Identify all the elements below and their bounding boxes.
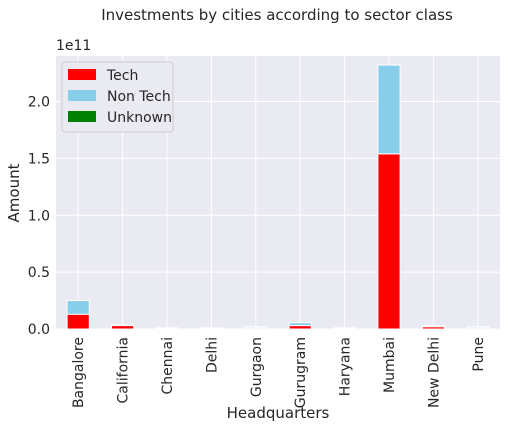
x-axis-label: Headquarters — [227, 404, 330, 422]
bar-segment — [245, 327, 267, 328]
x-ticks: Bangalore California Chennai Delhi Gurgaon Gu… — [71, 337, 487, 408]
legend-label: Tech — [106, 68, 138, 84]
legend-swatch — [68, 69, 96, 80]
bar-segment — [112, 326, 134, 329]
x-tick-label: Gurgaon — [249, 337, 265, 397]
bar-segment — [156, 328, 178, 329]
x-tick-label: New Delhi — [426, 337, 442, 408]
legend: Tech Non Tech Unknown — [62, 62, 173, 132]
x-tick-label: Gurugram — [293, 337, 309, 408]
y-tick-label: 1.0 — [28, 208, 50, 224]
x-tick-label: Pune — [471, 337, 487, 372]
bar-segment — [67, 314, 89, 329]
x-tick-label: Chennai — [160, 337, 176, 394]
y-ticks: 0.0 0.5 1.0 1.5 2.0 — [28, 95, 50, 339]
x-tick-label: Haryana — [338, 337, 354, 396]
bar-segment — [289, 323, 311, 326]
y-tick-label: 1.5 — [28, 151, 50, 167]
x-tick-label: Bangalore — [71, 337, 87, 408]
bar-segment — [422, 326, 444, 327]
legend-swatch — [68, 111, 96, 122]
bar-segment — [289, 326, 311, 329]
bar-segment — [467, 327, 489, 328]
chart-title: Investments by cities according to secto… — [101, 6, 453, 24]
legend-label: Unknown — [107, 110, 172, 126]
bar-segment — [378, 65, 400, 154]
y-axis-label: Amount — [5, 163, 23, 222]
legend-label: Non Tech — [107, 89, 171, 105]
x-tick-label: Delhi — [204, 337, 220, 373]
x-tick-label: California — [116, 337, 132, 403]
y-tick-label: 0.5 — [28, 265, 50, 281]
y-tick-label: 0.0 — [28, 322, 50, 338]
bar-segment — [200, 328, 222, 329]
bar-segment — [378, 154, 400, 329]
y-tick-label: 2.0 — [28, 95, 50, 111]
bar-segment — [67, 301, 89, 315]
bar-segment — [334, 328, 356, 329]
y-offset-label: 1e11 — [56, 38, 91, 54]
x-tick-label: Mumbai — [382, 337, 398, 393]
legend-swatch — [68, 90, 96, 101]
bar-segment — [112, 325, 134, 326]
